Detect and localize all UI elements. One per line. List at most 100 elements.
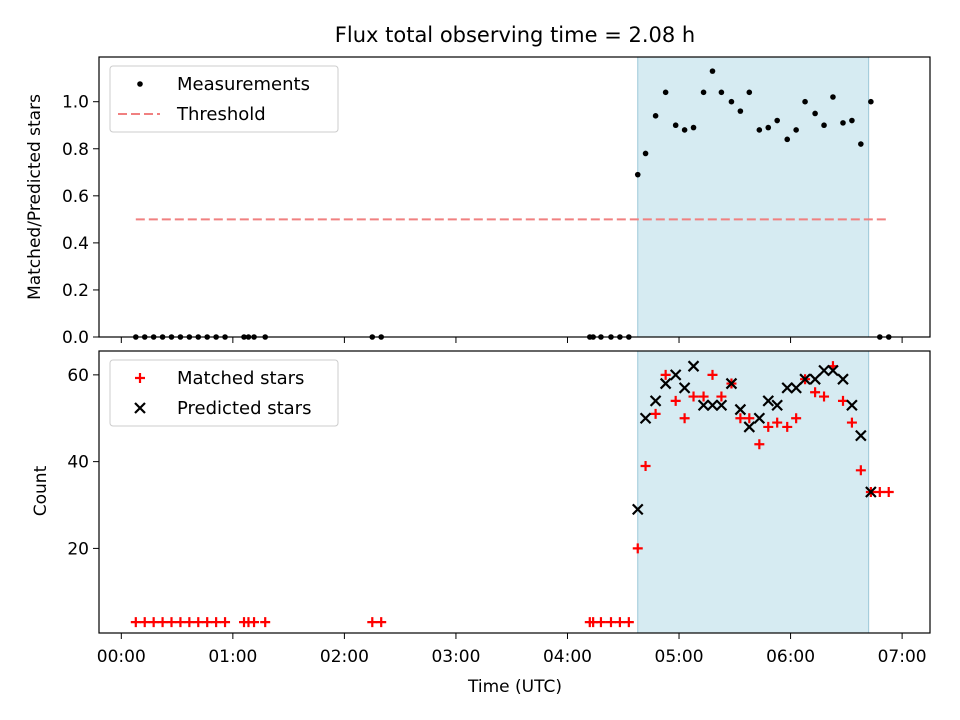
measurement-point [709,68,716,74]
matched-star-point [772,417,783,428]
predicted-star-point [734,403,747,416]
matched-star-point [605,617,616,628]
matched-star-point [367,617,378,628]
matched-star-point [650,408,661,419]
matched-star-point [211,617,222,628]
measurement-point [690,124,697,131]
predicted-star-point [715,399,728,412]
x-tick-label: 00:00 [97,647,146,667]
measurement-point [784,136,791,143]
matched-star-point [810,387,821,398]
measurement-point [868,98,874,105]
y-tick-label: 0.6 [62,187,89,207]
measurement-point [634,171,641,178]
y-tick-label: 0.0 [62,328,89,348]
y-tick-label: 0.2 [62,281,89,301]
measurement-point [812,110,818,117]
legend-predicted-swatch [134,402,146,414]
predicted-star-point [743,421,756,433]
measurement-point [642,150,649,157]
measurement-point [662,89,669,96]
matched-star-point [193,617,204,628]
legend-label: Measurements [177,74,310,95]
predicted-star-point [659,377,672,390]
predicted-star-point [678,382,691,394]
matched-star-point [260,617,271,628]
predicted-star-point [827,364,839,377]
measurement-point [718,89,725,96]
matched-star-point [735,413,746,424]
matched-star-point [754,439,765,450]
legend-measurement-swatch [137,81,143,87]
axes-frame [98,56,931,338]
observing-window-shade [637,56,870,338]
x-axis-label: Time (UTC) [467,677,562,697]
matched-star-point [819,391,830,402]
predicted-star-point [846,399,858,412]
matched-star-point [763,421,774,432]
predicted-star-point [631,503,644,516]
legend-label: Threshold [176,104,266,125]
matched-star-point [130,617,141,628]
measurement-point [756,127,763,133]
matched-star-point [640,460,651,471]
matched-star-point [220,617,231,628]
predicted-star-point [855,429,867,442]
matched-star-point [744,413,755,424]
axes-frame [98,350,931,634]
matched-star-point [376,617,387,628]
bottom-y-axis-label: Count [31,465,51,516]
x-tick-label: 03:00 [431,647,480,667]
predicted-star-point [809,373,821,385]
predicted-star-point [725,377,738,390]
matched-star-point [632,543,643,554]
bottom-panel-counts: 20 40 60 00:00 01:00 02:00 03:00 04:00 05:00 06:0… [67,350,931,667]
matched-star-point [660,369,671,380]
matched-star-point [595,617,606,628]
predicted-star-point [753,412,766,425]
y-tick-label: 0.4 [62,234,89,254]
x-tick-label: 05:00 [655,647,704,667]
measurement-point [793,127,799,133]
measurement-point [821,122,827,129]
predicted-star-point [762,395,775,407]
measurement-point [681,127,688,133]
measurement-point [672,122,679,129]
predicted-star-point [781,382,794,394]
legend-label: Predicted stars [177,398,311,419]
observing-window-shade [637,350,870,634]
matched-star-point [698,391,709,402]
predicted-star-point [837,373,849,385]
y-tick-label: 20 [67,539,89,559]
matched-star-point [716,391,727,402]
top-panel-ratio: 0.0 0.2 0.4 0.6 0.8 1.0 Measurements Threshold [62,56,931,348]
measurement-point [849,117,855,124]
measurement-point [830,94,836,100]
legend-label: Matched stars [177,368,304,389]
matched-star-point [623,617,634,628]
measurement-point [858,141,864,147]
top-y-axis-label: Matched/Predicted stars [25,94,45,300]
measurement-point [737,108,744,114]
matched-star-point [846,417,857,428]
matched-star-point [139,617,150,628]
chart-title: Flux total observing time = 2.08 h [335,23,695,47]
legend-box [109,359,339,427]
x-tick-label: 02:00 [320,647,369,667]
matched-star-point [688,391,699,402]
matched-star-point [883,487,894,497]
legend-matched-swatch [135,373,145,383]
predicted-star-point [697,399,710,412]
matched-star-point [166,617,177,628]
matched-star-point [855,465,866,476]
predicted-star-point [790,382,802,394]
y-tick-label: 0.8 [62,140,89,160]
predicted-star-point [639,412,652,425]
matched-star-point [791,413,802,424]
measurement-point [746,89,753,96]
measurement-point [700,89,707,96]
x-tick-label: 07:00 [878,647,927,667]
matched-star-point [707,369,718,380]
predicted-star-point [771,399,783,412]
measurement-point [802,98,808,105]
